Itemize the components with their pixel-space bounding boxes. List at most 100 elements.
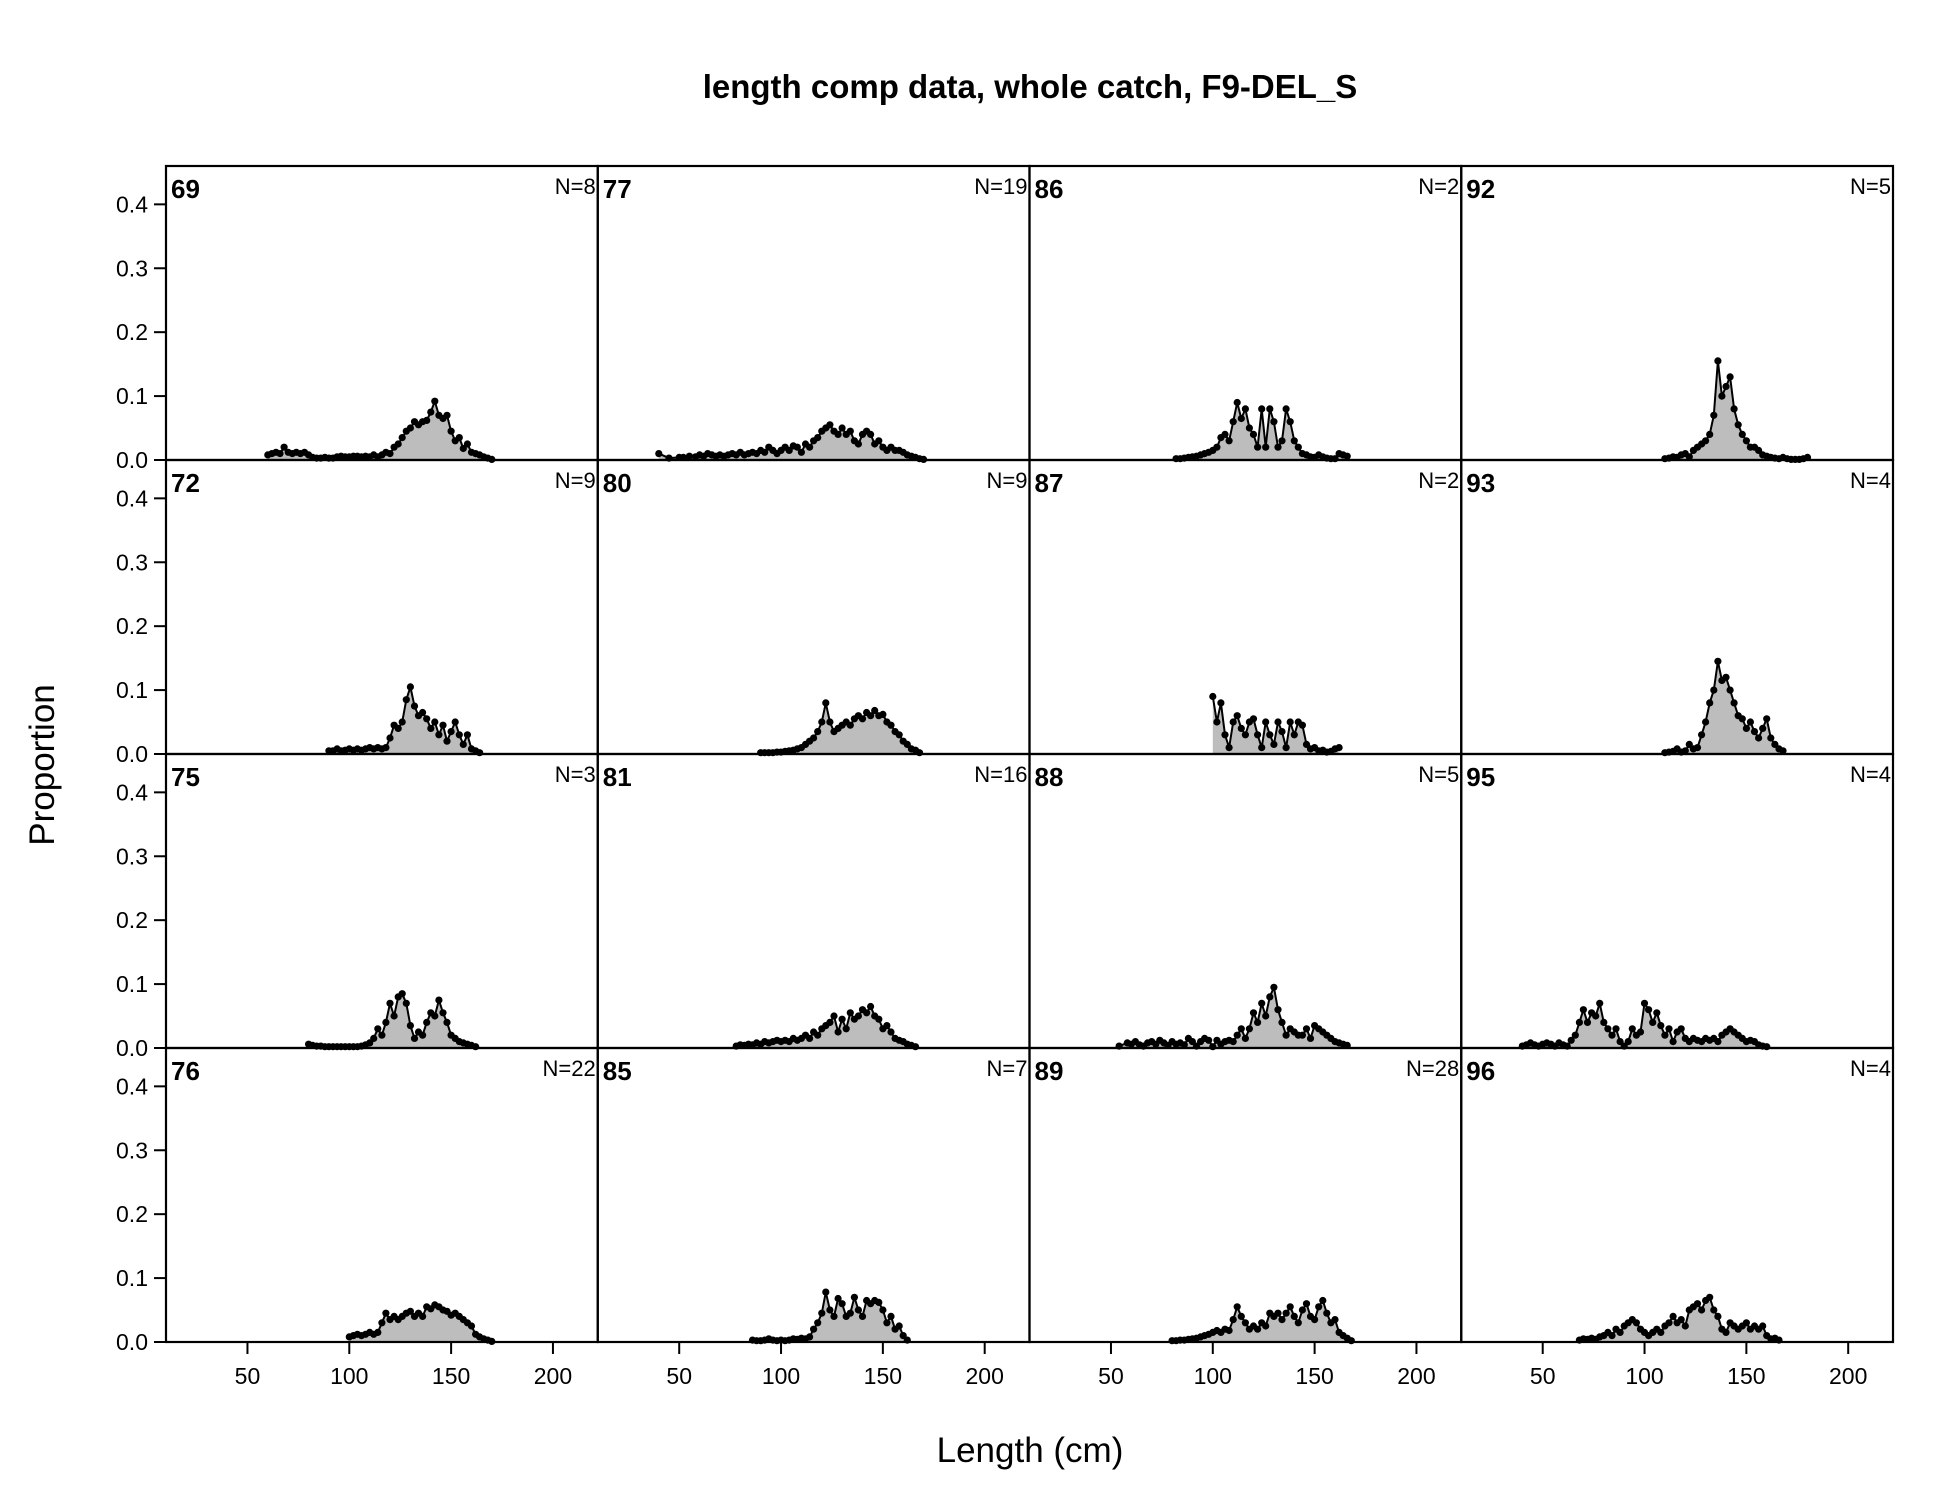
panel-sample-size: N=22 xyxy=(543,1056,596,1081)
y-tick-label: 0.0 xyxy=(116,741,148,767)
data-point xyxy=(1714,1312,1722,1320)
data-point xyxy=(1270,418,1278,426)
data-point xyxy=(463,731,471,739)
data-point xyxy=(419,1031,427,1039)
panel-year-label: 75 xyxy=(171,762,200,792)
data-point xyxy=(1294,1319,1302,1327)
data-point xyxy=(1657,1328,1665,1336)
y-tick-label: 0.1 xyxy=(116,677,148,703)
data-point xyxy=(1229,1038,1237,1046)
data-point xyxy=(822,1288,830,1296)
data-point xyxy=(822,699,830,707)
panel-69: 69 N=8 xyxy=(164,164,599,463)
data-point xyxy=(374,1025,382,1033)
data-point xyxy=(871,706,879,715)
data-point xyxy=(887,1312,895,1320)
data-point xyxy=(1254,1018,1262,1026)
data-point xyxy=(1323,1309,1331,1317)
data-point xyxy=(394,724,402,733)
data-point xyxy=(842,1025,850,1033)
panel-sample-size: N=3 xyxy=(555,762,596,787)
data-point xyxy=(443,737,451,745)
data-point xyxy=(280,443,288,451)
data-point xyxy=(1237,1312,1245,1320)
data-point xyxy=(1249,715,1258,723)
panel-year-label: 72 xyxy=(171,468,200,498)
data-point xyxy=(1600,1018,1608,1026)
data-point xyxy=(1738,715,1746,723)
data-point xyxy=(1249,430,1258,438)
data-point xyxy=(1742,1319,1750,1327)
area-fill-87 xyxy=(1212,696,1340,754)
data-point xyxy=(386,999,394,1007)
data-point xyxy=(1282,744,1290,752)
data-point xyxy=(1714,1038,1722,1046)
panel-86: 86 N=2 xyxy=(1028,164,1463,463)
data-point xyxy=(1217,699,1225,707)
x-tick-label: 150 xyxy=(1295,1363,1333,1389)
panel-frame xyxy=(164,164,599,462)
data-point xyxy=(1229,718,1237,726)
axes-group: 0.0 0.1 0.2 0.3 0.4 0.0 0.1 0.2 0.3 0.4 0.0 0.1 0.2 0… xyxy=(116,191,1867,1389)
data-point xyxy=(370,1034,378,1042)
x-tick-label: 150 xyxy=(432,1363,470,1389)
y-tick-label: 0.3 xyxy=(116,843,148,869)
data-point xyxy=(435,731,443,739)
data-point xyxy=(406,1022,414,1030)
panel-sample-size: N=4 xyxy=(1850,468,1891,493)
data-point xyxy=(386,450,394,458)
data-point xyxy=(374,1328,382,1336)
data-point xyxy=(1759,724,1767,733)
data-point xyxy=(1755,734,1763,742)
data-point xyxy=(1632,1319,1640,1327)
data-point xyxy=(455,731,463,739)
data-point xyxy=(1254,1325,1262,1333)
panel-frame xyxy=(1460,164,1895,462)
data-point xyxy=(1653,1009,1661,1017)
y-tick-label: 0.2 xyxy=(116,613,148,639)
panel-sample-size: N=28 xyxy=(1406,1056,1459,1081)
data-point xyxy=(419,1312,427,1320)
data-point xyxy=(1225,437,1233,445)
data-point xyxy=(875,1015,883,1023)
panel-75: 75 N=3 xyxy=(164,752,599,1051)
data-point xyxy=(867,712,875,720)
data-point xyxy=(410,702,419,710)
data-point xyxy=(1241,1034,1249,1042)
data-point xyxy=(1763,1043,1771,1051)
data-point xyxy=(1290,437,1298,445)
data-point xyxy=(1258,405,1266,413)
panel-sample-size: N=19 xyxy=(974,174,1027,199)
panel-77: 77 N=19 xyxy=(596,164,1031,463)
panel-85: 85 N=7 xyxy=(596,1046,1031,1345)
data-point xyxy=(1221,430,1229,438)
y-tick-label: 0.2 xyxy=(116,319,148,345)
data-point xyxy=(1681,747,1689,755)
data-point xyxy=(806,1333,814,1341)
data-point xyxy=(1734,421,1742,429)
data-point xyxy=(1596,999,1604,1007)
panel-year-label: 81 xyxy=(603,762,632,792)
data-point xyxy=(1286,418,1294,426)
data-point xyxy=(879,710,887,719)
data-point xyxy=(1229,418,1237,426)
data-point xyxy=(1693,1300,1702,1308)
data-point xyxy=(1266,731,1274,739)
data-point xyxy=(1278,1018,1286,1026)
data-point xyxy=(463,440,471,448)
panel-76: 76 N=22 xyxy=(164,1046,599,1345)
data-point xyxy=(1742,437,1750,445)
data-point xyxy=(459,740,467,749)
data-point xyxy=(1661,1031,1669,1039)
panel-year-label: 92 xyxy=(1466,174,1495,204)
y-tick-label: 0.0 xyxy=(116,1329,148,1355)
panel-frame xyxy=(1028,752,1463,1050)
data-point xyxy=(1706,430,1714,438)
data-point xyxy=(1331,1316,1339,1324)
data-point xyxy=(1241,1319,1249,1327)
data-point xyxy=(1665,1025,1673,1033)
data-point xyxy=(1282,1309,1290,1317)
data-point xyxy=(1306,1034,1315,1042)
data-point xyxy=(830,1312,838,1320)
x-tick-label: 150 xyxy=(1727,1363,1765,1389)
